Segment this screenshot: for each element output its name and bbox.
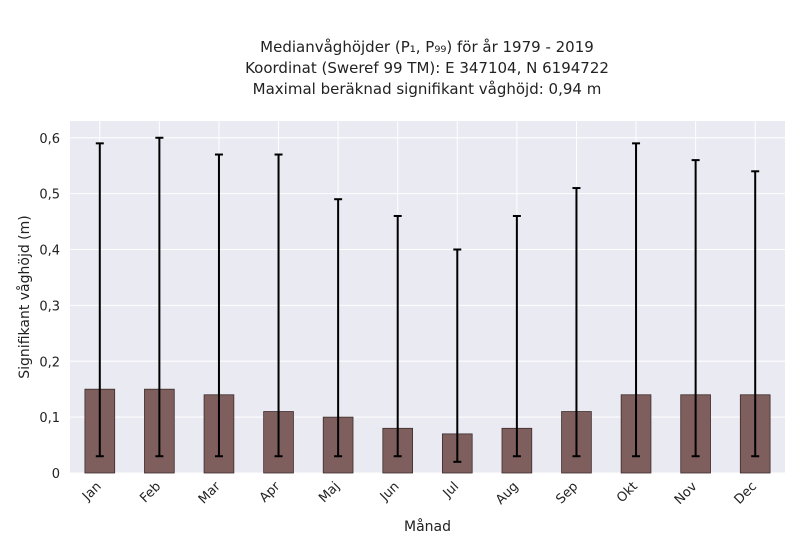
error-bar-sep xyxy=(572,187,581,458)
chart-title-line: Koordinat (Sweref 99 TM): E 347104, N 61… xyxy=(245,59,609,77)
error-bar-aug xyxy=(512,214,521,458)
y-tick-label: 0 xyxy=(52,467,60,482)
x-tick-label: Jun xyxy=(377,479,403,505)
error-bar-jul xyxy=(453,248,462,463)
chart-title: Medianvåghöjder (P₁, P₉₉) för år 1979 - … xyxy=(245,38,609,98)
x-tick-label: Feb xyxy=(137,479,164,506)
y-tick-label: 0,6 xyxy=(39,132,60,147)
x-tick-label: Mar xyxy=(196,479,224,507)
y-tick-label: 0,3 xyxy=(39,299,60,314)
x-tick-label: Aug xyxy=(493,479,522,508)
chart-title-line: Maximal beräknad signifikant våghöjd: 0,… xyxy=(253,80,602,98)
x-tick-label: Sep xyxy=(553,479,581,507)
x-tick-label: Jul xyxy=(440,479,462,501)
y-tick-label: 0,2 xyxy=(39,355,60,370)
plot-area xyxy=(70,121,785,473)
y-tick-label: 0,5 xyxy=(39,188,60,203)
error-bar-nov xyxy=(691,159,700,458)
x-tick-label: Dec xyxy=(732,479,760,507)
y-axis-label: Signifikant våghöjd (m) xyxy=(16,215,33,378)
chart-title-line: Medianvåghöjder (P₁, P₉₉) för år 1979 - … xyxy=(260,38,594,56)
error-bar-jun xyxy=(393,214,402,458)
y-tick-label: 0,4 xyxy=(39,244,60,259)
y-axis-ticks: 0 0,1 0,2 0,3 0,4 0,5 0,6 xyxy=(39,132,60,482)
x-tick-label: Apr xyxy=(257,479,284,506)
x-tick-label: Maj xyxy=(316,479,343,506)
x-tick-label: Jan xyxy=(79,479,104,504)
x-tick-label: Okt xyxy=(614,479,641,506)
error-bar-maj xyxy=(334,198,343,458)
error-bar-okt xyxy=(632,142,641,458)
x-axis-ticks: Jan Feb Mar Apr Maj Jun Jul Aug Sep Okt Nov Dec xyxy=(79,479,760,508)
y-tick-label: 0,1 xyxy=(39,411,60,426)
error-bar-feb xyxy=(155,136,164,458)
x-axis-label: Månad xyxy=(404,518,451,535)
error-bars xyxy=(95,136,760,463)
x-tick-label: Nov xyxy=(672,479,701,508)
error-bar-apr xyxy=(274,153,283,458)
error-bar-jan xyxy=(95,142,104,458)
error-bar-mar xyxy=(214,153,223,458)
error-bar-dec xyxy=(751,170,760,458)
